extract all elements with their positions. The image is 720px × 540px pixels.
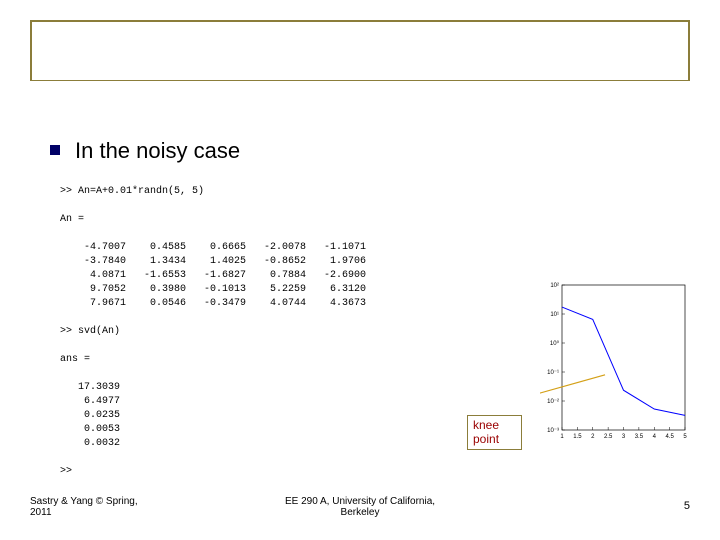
svg-text:4: 4 xyxy=(653,434,657,440)
footer-center-line2: Berkeley xyxy=(341,507,380,518)
matlab-output: >> An=A+0.01*randn(5, 5) An = -4.7007 0.… xyxy=(60,185,366,479)
footer-left-line1: Sastry & Yang © Spring, xyxy=(30,496,138,507)
svg-text:3: 3 xyxy=(622,434,626,440)
svg-text:1: 1 xyxy=(560,434,564,440)
svg-text:10⁻¹: 10⁻¹ xyxy=(547,370,559,376)
svg-text:4.5: 4.5 xyxy=(665,434,674,440)
svg-text:10¹: 10¹ xyxy=(550,312,559,318)
singular-value-chart: 10⁻³ 10⁻² 10⁻¹ 10⁰ 10¹ 10² 1 1.5 2 2.5 3 3.5 4 4.5 5 xyxy=(540,280,690,445)
footer-center-line1: EE 290 A, University of California, xyxy=(285,496,435,507)
footer-course: EE 290 A, University of California, Berk… xyxy=(285,496,435,518)
slide-border-top xyxy=(30,20,690,80)
svg-text:10²: 10² xyxy=(550,283,559,289)
page-number: 5 xyxy=(684,500,690,512)
svg-text:3.5: 3.5 xyxy=(635,434,644,440)
bullet-icon xyxy=(50,145,60,155)
footer-authors: Sastry & Yang © Spring, 2011 xyxy=(30,496,138,518)
knee-point-label: knee point xyxy=(467,415,522,450)
svg-text:2.5: 2.5 xyxy=(604,434,613,440)
svg-text:2: 2 xyxy=(591,434,595,440)
footer-left-line2: 2011 xyxy=(30,507,52,518)
svg-text:10⁻²: 10⁻² xyxy=(547,399,559,405)
svg-text:10⁻³: 10⁻³ xyxy=(547,428,559,434)
svg-text:10⁰: 10⁰ xyxy=(550,340,560,347)
svg-text:1.5: 1.5 xyxy=(573,434,582,440)
heading: In the noisy case xyxy=(75,138,240,164)
svg-text:5: 5 xyxy=(683,434,687,440)
slide-border-line xyxy=(30,80,690,81)
